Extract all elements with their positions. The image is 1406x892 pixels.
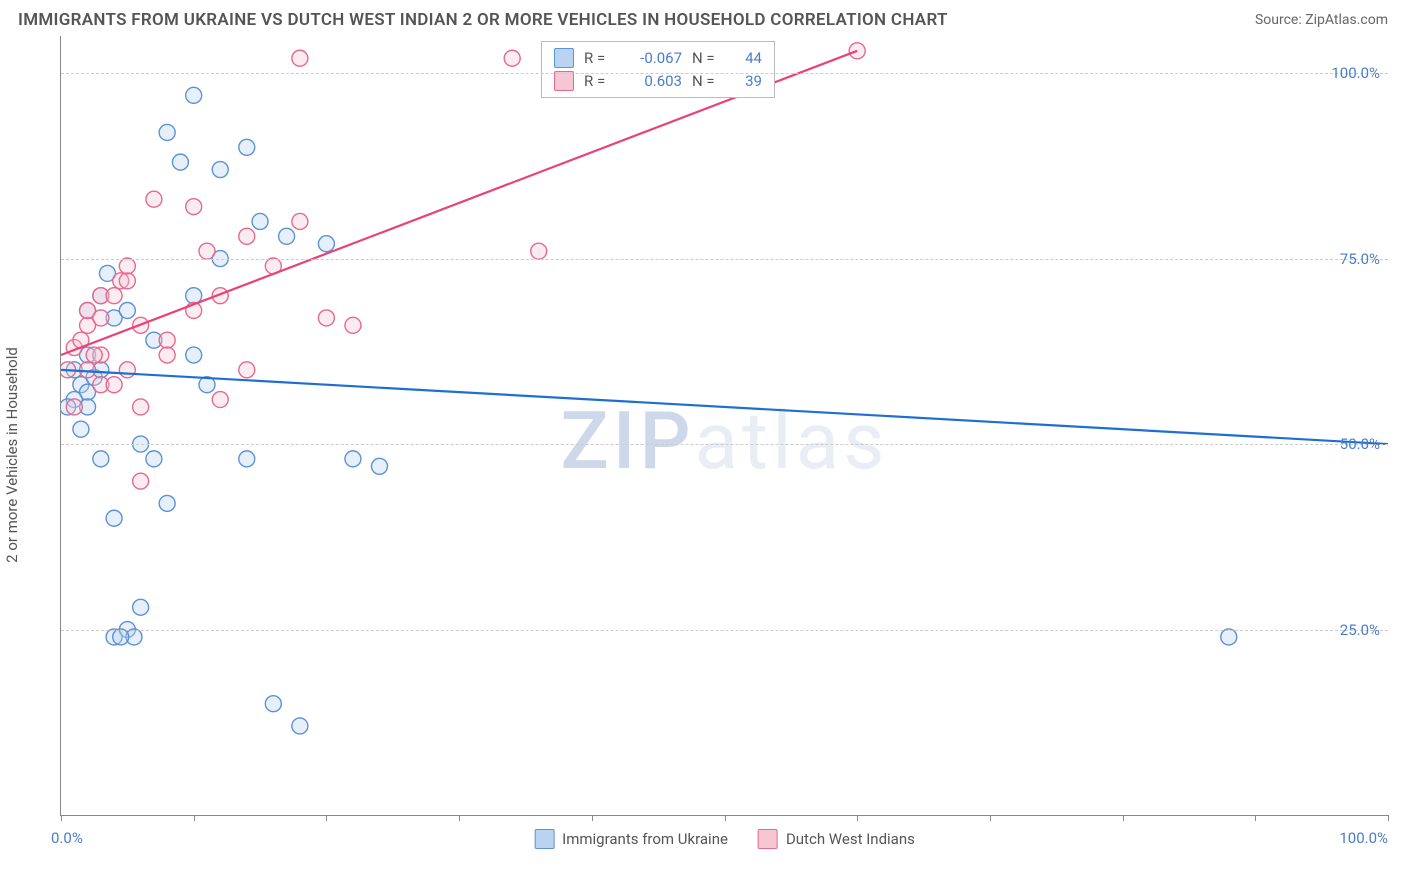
x-tick (459, 815, 460, 821)
gridline (61, 630, 1388, 631)
gridline (61, 73, 1388, 74)
scatter-point (159, 495, 175, 511)
x-tick (326, 815, 327, 821)
legend-swatch (534, 829, 554, 849)
scatter-point (93, 451, 109, 467)
source-label: Source: (1255, 12, 1302, 28)
scatter-point (212, 162, 228, 178)
x-axis-label: 0.0% (51, 829, 83, 847)
legend-n-label: N = (692, 47, 720, 70)
scatter-point (159, 347, 175, 363)
scatter-point (212, 392, 228, 408)
scatter-point (119, 362, 135, 378)
y-tick-label: 25.0% (1340, 621, 1380, 639)
source-value: ZipAtlas.com (1305, 12, 1388, 28)
scatter-point (133, 399, 149, 415)
scatter-point (73, 421, 89, 437)
scatter-point (531, 243, 547, 259)
legend-series-label: Immigrants from Ukraine (562, 830, 728, 848)
scatter-point (119, 303, 135, 319)
legend-r-value: -0.067 (622, 47, 682, 70)
scatter-point (1221, 629, 1237, 645)
scatter-point (345, 317, 361, 333)
scatter-point (239, 228, 255, 244)
scatter-point (186, 199, 202, 215)
x-tick (1255, 815, 1256, 821)
scatter-point (106, 377, 122, 393)
scatter-point (93, 310, 109, 326)
scatter-point (106, 288, 122, 304)
scatter-point (106, 510, 122, 526)
x-tick (194, 815, 195, 821)
scatter-point (113, 629, 129, 645)
legend-row: R = -0.067 N = 44 (554, 47, 762, 70)
scatter-point (279, 228, 295, 244)
scatter-point (146, 451, 162, 467)
scatter-point (292, 718, 308, 734)
series-legend: Immigrants from Ukraine Dutch West Indian… (534, 829, 915, 849)
scatter-point (199, 243, 215, 259)
scatter-point (504, 50, 520, 66)
source-line: Source: ZipAtlas.com (1255, 12, 1388, 28)
scatter-point (186, 347, 202, 363)
scatter-point (146, 191, 162, 207)
x-tick (725, 815, 726, 821)
x-axis-label: 100.0% (1339, 829, 1388, 847)
chart-title: IMMIGRANTS FROM UKRAINE VS DUTCH WEST IN… (18, 10, 948, 30)
scatter-point (133, 599, 149, 615)
x-tick (61, 815, 62, 821)
scatter-point (345, 451, 361, 467)
scatter-point (239, 451, 255, 467)
scatter-point (265, 696, 281, 712)
trend-line (61, 370, 1388, 444)
correlation-legend: R =-0.067N =44R =0.603N =39 (541, 41, 775, 98)
y-tick-label: 75.0% (1340, 250, 1380, 268)
scatter-point (80, 362, 96, 378)
y-tick-label: 100.0% (1331, 64, 1380, 82)
x-tick (1123, 815, 1124, 821)
scatter-point (318, 310, 334, 326)
y-axis-label: 2 or more Vehicles in Household (3, 347, 21, 563)
scatter-point (86, 347, 102, 363)
scatter-point (318, 236, 334, 252)
scatter-point (119, 273, 135, 289)
scatter-point (186, 87, 202, 103)
scatter-point (239, 362, 255, 378)
scatter-point (133, 473, 149, 489)
scatter-point (371, 458, 387, 474)
y-tick-label: 50.0% (1340, 435, 1380, 453)
legend-item: Immigrants from Ukraine (534, 829, 728, 849)
scatter-point (66, 399, 82, 415)
legend-swatch (758, 829, 778, 849)
x-tick (857, 815, 858, 821)
gridline (61, 259, 1388, 260)
scatter-point (159, 124, 175, 140)
x-tick (990, 815, 991, 821)
scatter-point (292, 213, 308, 229)
plot-area (61, 36, 1388, 815)
scatter-point (292, 50, 308, 66)
legend-r-label: R = (584, 47, 612, 70)
legend-swatch (554, 48, 574, 68)
scatter-point (239, 139, 255, 155)
scatter-point (172, 154, 188, 170)
legend-series-label: Dutch West Indians (786, 830, 915, 848)
x-tick (592, 815, 593, 821)
gridline (61, 444, 1388, 445)
scatter-chart: ZIPatlas R =-0.067N =44R =0.603N =39 Imm… (60, 36, 1388, 816)
x-tick (1388, 815, 1389, 821)
scatter-point (159, 332, 175, 348)
legend-item: Dutch West Indians (758, 829, 915, 849)
legend-n-value: 44 (730, 47, 762, 70)
scatter-point (119, 258, 135, 274)
scatter-point (252, 213, 268, 229)
